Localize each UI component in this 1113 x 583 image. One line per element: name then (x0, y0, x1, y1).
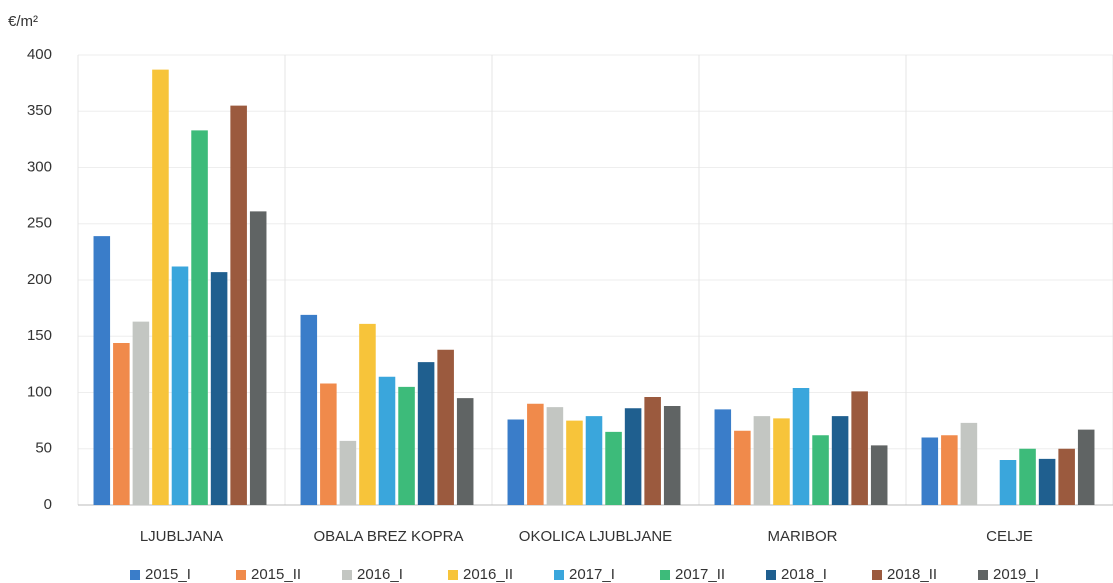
bar (378, 376, 396, 505)
legend-label: 2016_II (463, 566, 513, 583)
bar (171, 266, 189, 505)
bar (230, 105, 247, 505)
bar (644, 397, 661, 505)
bar (93, 236, 111, 505)
bar (792, 388, 810, 505)
y-tick-label: 200 (27, 271, 52, 288)
y-tick-label: 300 (27, 158, 52, 175)
legend-label: 2017_I (569, 566, 615, 583)
bar (1077, 429, 1095, 505)
legend-swatch (766, 570, 776, 580)
legend-label: 2018_II (887, 566, 937, 583)
y-tick-label: 100 (27, 383, 52, 400)
legend-label: 2019_I (993, 566, 1039, 583)
bar (773, 418, 790, 505)
bar (921, 437, 939, 505)
x-tick-label: CELJE (986, 528, 1033, 545)
legend-label: 2015_I (145, 566, 191, 583)
y-tick-label: 350 (27, 102, 52, 119)
legend-swatch (872, 570, 882, 580)
bar (507, 419, 525, 505)
bar (113, 343, 130, 505)
bar (191, 130, 208, 505)
bar (999, 460, 1017, 505)
y-tick-label: 400 (27, 46, 52, 63)
bar (812, 435, 829, 505)
bar (585, 416, 603, 505)
bar (546, 407, 564, 505)
bar (359, 323, 376, 505)
bar (456, 398, 474, 505)
bar (527, 403, 544, 505)
bar (152, 69, 169, 505)
bar (398, 386, 415, 505)
bar (753, 416, 771, 505)
legend-swatch (342, 570, 352, 580)
x-tick-label: OKOLICA LJUBLJANE (519, 528, 672, 545)
bar (300, 314, 318, 505)
y-tick-label: 250 (27, 215, 52, 232)
bar (249, 211, 267, 505)
y-tick-label: 0 (44, 496, 52, 513)
legend-swatch (978, 570, 988, 580)
bar (210, 272, 228, 505)
x-tick-label: OBALA BREZ KOPRA (313, 528, 463, 545)
bar (1019, 448, 1036, 505)
x-tick-label: MARIBOR (767, 528, 837, 545)
bar (960, 422, 978, 505)
bar (1038, 458, 1056, 505)
legend-swatch (660, 570, 670, 580)
y-tick-label: 150 (27, 327, 52, 344)
legend-swatch (130, 570, 140, 580)
bar (734, 430, 751, 505)
legend-swatch (448, 570, 458, 580)
bar (851, 391, 868, 505)
legend-label: 2016_I (357, 566, 403, 583)
legend-swatch (554, 570, 564, 580)
y-axis-label: €/m² (8, 13, 38, 30)
y-tick-label: 50 (35, 440, 52, 457)
bar (566, 420, 583, 505)
legend-swatch (236, 570, 246, 580)
bar (941, 435, 958, 505)
bar (437, 349, 454, 505)
bar (320, 383, 337, 505)
bar (870, 445, 888, 505)
legend-label: 2017_II (675, 566, 725, 583)
bar (714, 409, 732, 505)
bar (339, 440, 357, 505)
x-tick-label: LJUBLJANA (140, 528, 223, 545)
bar (417, 362, 435, 505)
bar (1058, 448, 1075, 505)
bar (132, 321, 150, 505)
bar (663, 406, 681, 505)
bar (605, 431, 622, 505)
bar (624, 408, 642, 505)
bar (831, 416, 849, 505)
legend-label: 2015_II (251, 566, 301, 583)
legend-label: 2018_I (781, 566, 827, 583)
